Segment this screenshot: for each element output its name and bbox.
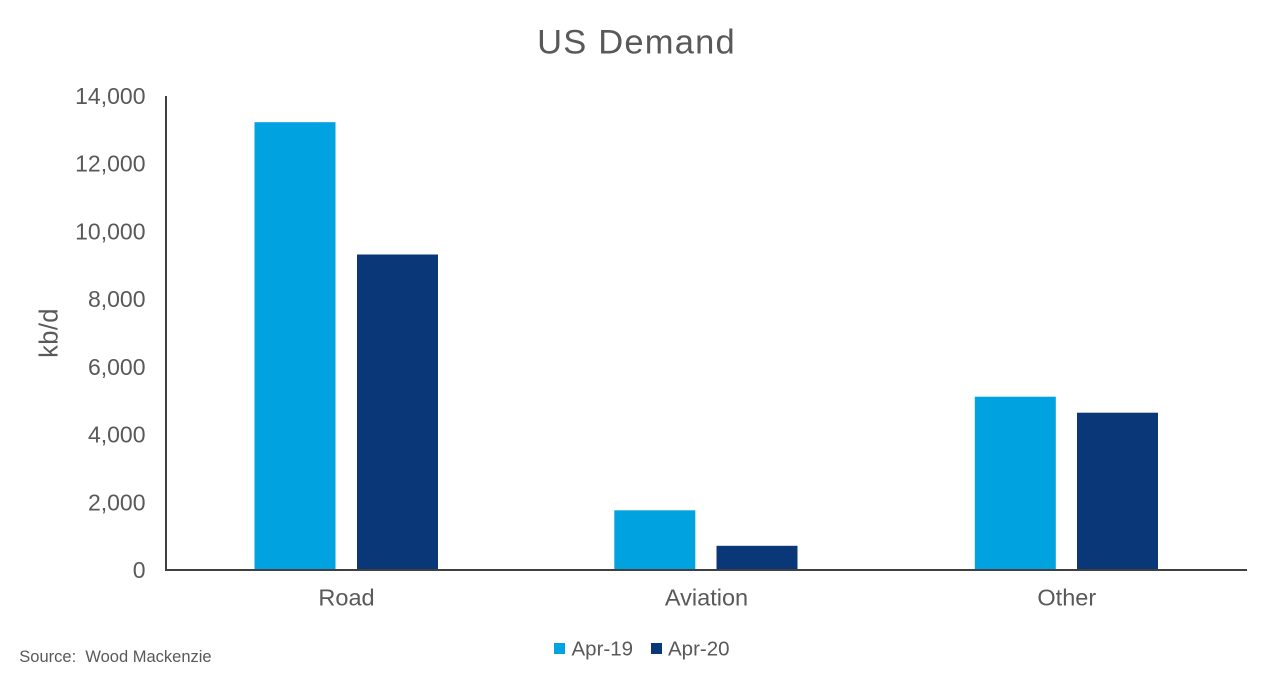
svg-text:Source: Wood Mackenzie: Source: Wood Mackenzie (19, 648, 211, 666)
svg-text:0: 0 (133, 557, 146, 583)
svg-text:4,000: 4,000 (88, 422, 146, 448)
svg-text:kb/d: kb/d (36, 308, 64, 358)
svg-text:2,000: 2,000 (88, 489, 146, 515)
svg-text:Aviation: Aviation (665, 585, 748, 611)
svg-text:Apr-20: Apr-20 (668, 637, 730, 660)
svg-text:Apr-19: Apr-19 (572, 637, 634, 660)
svg-text:Other: Other (1037, 585, 1096, 611)
svg-text:14,000: 14,000 (75, 83, 145, 109)
svg-text:Road: Road (318, 585, 374, 611)
svg-text:12,000: 12,000 (75, 151, 145, 177)
svg-text:6,000: 6,000 (88, 354, 146, 380)
svg-text:10,000: 10,000 (75, 218, 145, 244)
svg-text:8,000: 8,000 (88, 286, 146, 312)
svg-text:US Demand: US Demand (537, 24, 736, 62)
